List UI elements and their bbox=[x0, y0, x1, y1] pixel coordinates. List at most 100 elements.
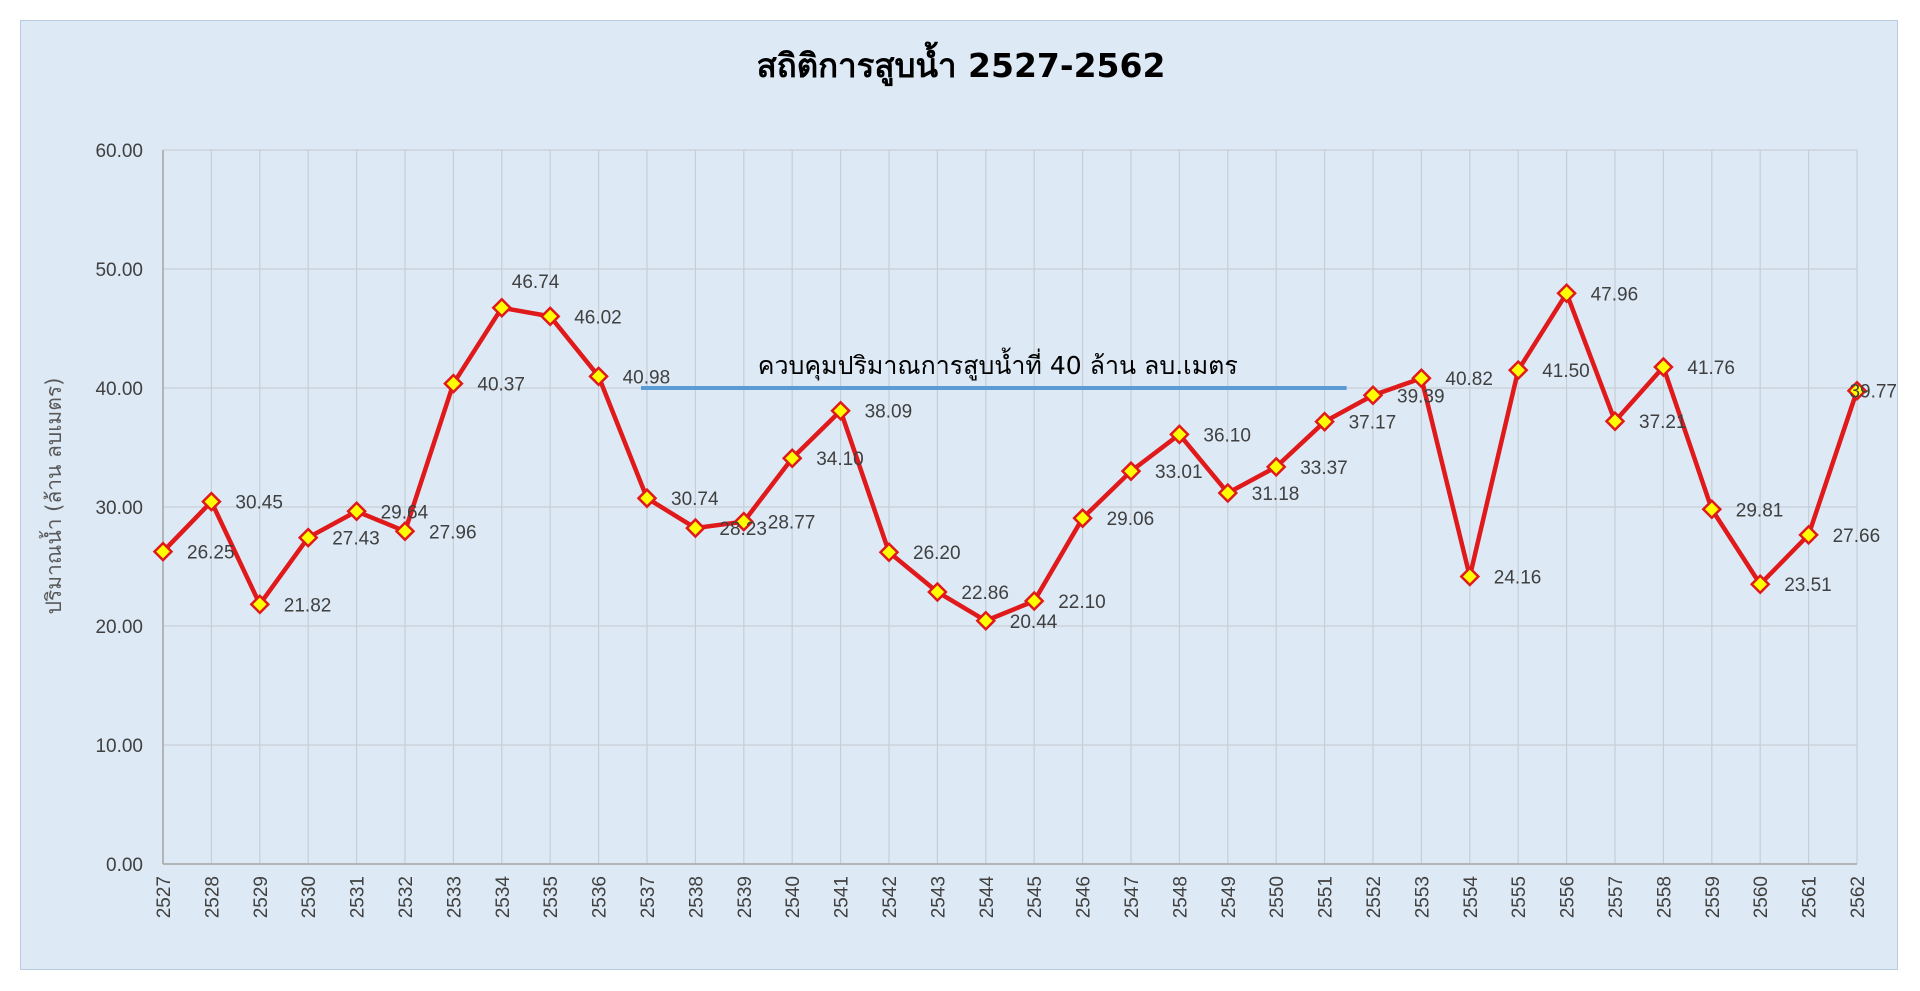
data-label: 34.10 bbox=[816, 449, 864, 470]
y-tick-label: 30.00 bbox=[95, 498, 143, 519]
x-tick-label: 2552 bbox=[1364, 876, 1385, 918]
x-tick-label: 2540 bbox=[783, 876, 804, 918]
data-label: 29.64 bbox=[381, 502, 429, 523]
data-label: 27.96 bbox=[429, 522, 477, 543]
data-label: 40.82 bbox=[1445, 369, 1493, 390]
data-point bbox=[830, 400, 851, 421]
data-label: 21.82 bbox=[284, 595, 332, 616]
x-tick-label: 2556 bbox=[1558, 876, 1579, 918]
chart-frame: สถิติการสูบน้ำ 2527-2562 ปริมาณน้ำ (ล้าน… bbox=[20, 20, 1898, 970]
data-point bbox=[1169, 424, 1190, 445]
data-label: 41.50 bbox=[1542, 361, 1590, 382]
data-point bbox=[443, 373, 464, 394]
grid bbox=[162, 149, 1858, 865]
x-tick-label: 2545 bbox=[1025, 876, 1046, 918]
data-label: 46.02 bbox=[574, 307, 622, 328]
chart-title: สถิติการสูบน้ำ 2527-2562 bbox=[757, 41, 1166, 87]
x-tick-label: 2554 bbox=[1461, 876, 1482, 919]
data-label: 40.37 bbox=[477, 375, 525, 396]
data-label: 31.18 bbox=[1252, 484, 1300, 505]
x-tick-label: 2542 bbox=[880, 876, 901, 918]
x-tick-label: 2527 bbox=[154, 876, 175, 918]
data-label: 36.10 bbox=[1203, 425, 1251, 446]
y-tick-label: 60.00 bbox=[95, 141, 143, 162]
data-point bbox=[975, 610, 997, 632]
x-tick-label: 2558 bbox=[1654, 876, 1675, 918]
data-point bbox=[1314, 411, 1335, 432]
x-tick-label: 2543 bbox=[928, 876, 949, 918]
data-label: 26.25 bbox=[187, 543, 235, 564]
x-tick-label: 2536 bbox=[590, 876, 611, 918]
data-label: 26.20 bbox=[913, 543, 961, 564]
data-point bbox=[1362, 384, 1384, 406]
data-label: 33.37 bbox=[1300, 458, 1348, 479]
data-point bbox=[733, 511, 755, 532]
data-point bbox=[1120, 460, 1142, 482]
series-line bbox=[161, 291, 1860, 624]
x-tick-label: 2538 bbox=[686, 876, 707, 918]
data-point bbox=[1072, 507, 1093, 529]
y-tick-label: 0.00 bbox=[106, 855, 143, 876]
x-tick-label: 2539 bbox=[735, 876, 756, 918]
y-tick-label: 40.00 bbox=[95, 379, 143, 400]
x-tick-label: 2546 bbox=[1074, 876, 1095, 918]
data-point bbox=[1507, 359, 1529, 381]
data-label: 37.17 bbox=[1349, 413, 1397, 434]
x-tick-label: 2531 bbox=[348, 876, 369, 918]
data-point bbox=[1411, 367, 1432, 389]
series-red bbox=[152, 283, 1868, 632]
data-label: 22.86 bbox=[961, 583, 1009, 604]
data-point bbox=[781, 447, 803, 469]
data-point bbox=[1798, 524, 1819, 546]
x-tick-label: 2529 bbox=[251, 876, 272, 918]
line-chart: สถิติการสูบน้ำ 2527-2562 ปริมาณน้ำ (ล้าน… bbox=[39, 41, 1897, 919]
data-point bbox=[636, 487, 658, 509]
data-point bbox=[878, 541, 900, 563]
data-label: 20.44 bbox=[1010, 612, 1058, 633]
x-tick-label: 2532 bbox=[396, 876, 417, 918]
data-label: 37.21 bbox=[1639, 412, 1687, 433]
y-tick-label: 20.00 bbox=[95, 617, 143, 638]
data-point bbox=[201, 491, 222, 512]
data-label: 27.43 bbox=[332, 529, 380, 550]
data-point bbox=[1459, 566, 1481, 587]
x-tick-label: 2547 bbox=[1122, 876, 1143, 918]
data-label: 29.06 bbox=[1107, 509, 1155, 530]
data-point bbox=[588, 366, 609, 387]
x-tick-label: 2551 bbox=[1316, 876, 1337, 918]
data-label: 47.96 bbox=[1591, 284, 1639, 305]
x-tick-label: 2541 bbox=[832, 876, 853, 918]
x-tick-label: 2549 bbox=[1219, 876, 1240, 918]
data-point bbox=[1023, 590, 1045, 612]
data-label: 28.77 bbox=[768, 513, 816, 534]
data-point bbox=[927, 581, 948, 603]
data-label: 23.51 bbox=[1784, 575, 1832, 596]
data-point bbox=[1604, 410, 1626, 432]
data-label: 40.98 bbox=[623, 367, 671, 388]
data-label: 30.45 bbox=[235, 493, 283, 514]
data-point bbox=[249, 594, 271, 615]
data-label: 39.39 bbox=[1397, 386, 1445, 407]
data-label: 27.66 bbox=[1833, 526, 1881, 547]
data-point bbox=[491, 297, 513, 319]
data-label: 29.81 bbox=[1736, 500, 1784, 521]
x-tick-label: 2559 bbox=[1703, 876, 1724, 918]
y-axis-title: ปริมาณน้ำ (ล้าน ลบเมตร) bbox=[39, 378, 66, 615]
data-point bbox=[152, 541, 174, 562]
x-tick-label: 2561 bbox=[1800, 876, 1821, 918]
x-tick-label: 2528 bbox=[202, 876, 223, 918]
data-point bbox=[1217, 482, 1239, 504]
data-point bbox=[1265, 456, 1287, 478]
x-tick-label: 2535 bbox=[541, 876, 562, 918]
data-point bbox=[1749, 573, 1771, 595]
data-label: 41.76 bbox=[1687, 358, 1735, 379]
x-tick-label: 2562 bbox=[1848, 876, 1869, 918]
annotation-group: ควบคุมปริมาณการสูบน้ำที่ 40 ล้าน ลบ.เมตร bbox=[641, 347, 1347, 390]
data-label: 39.77 bbox=[1849, 382, 1897, 403]
annotation-label: ควบคุมปริมาณการสูบน้ำที่ 40 ล้าน ลบ.เมตร bbox=[758, 347, 1238, 381]
x-tick-label: 2560 bbox=[1751, 876, 1772, 918]
data-label: 30.74 bbox=[671, 489, 719, 510]
data-label: 24.16 bbox=[1494, 567, 1542, 588]
x-tick-label: 2550 bbox=[1267, 876, 1288, 918]
x-tick-label: 2537 bbox=[638, 876, 659, 918]
